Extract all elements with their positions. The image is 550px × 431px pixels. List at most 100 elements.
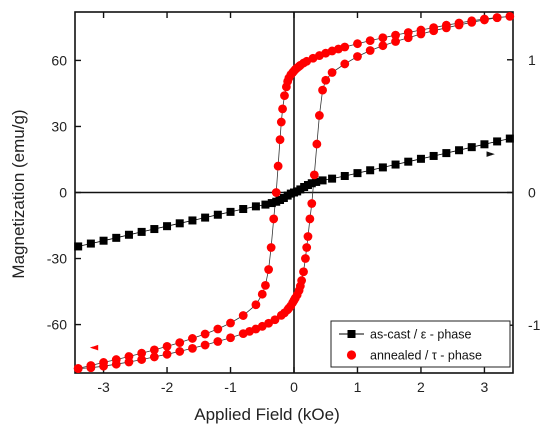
data-point-annealed [391,37,400,46]
data-point-ascast [429,151,438,160]
data-point-annealed [137,355,147,364]
data-point-annealed [124,357,134,367]
data-point-annealed [429,26,439,36]
data-point-annealed [73,364,83,373]
data-point-annealed [188,343,197,353]
data-point-annealed [340,59,350,69]
data-point-annealed [353,39,362,49]
data-point-ascast [340,171,349,180]
data-point-annealed [278,104,287,114]
data-point-annealed [403,33,413,43]
data-point-ascast [112,233,121,242]
x-tick-label: -3 [97,379,110,395]
data-point-ascast [328,174,337,183]
data-point-ascast [267,199,276,208]
legend-label-ascast: as-cast / ε - phase [370,328,471,342]
data-point-annealed [226,318,235,328]
data-point-annealed [441,23,451,33]
data-point-annealed [149,345,159,355]
data-point-annealed [257,289,267,299]
data-point-annealed [492,13,502,23]
data-point-annealed [321,75,331,85]
data-point-annealed [269,214,279,224]
data-point-annealed [318,85,327,95]
data-point-annealed [454,20,464,30]
data-point-annealed [226,333,235,343]
data-point-annealed [309,170,319,180]
data-point-ascast [175,219,184,228]
data-point-ascast [226,207,235,216]
data-point-annealed [327,68,337,77]
data-point-ascast [188,216,197,225]
data-point-ascast [312,177,321,186]
data-point-annealed [340,42,350,52]
data-point-annealed [264,265,274,274]
legend-marker-annealed [346,350,357,360]
x-tick-label: -1 [224,379,237,395]
data-point-annealed [111,359,121,369]
data-point-annealed [353,52,362,61]
data-point-annealed [175,347,185,356]
data-point-annealed [391,30,400,40]
data-point-ascast [213,210,222,219]
data-point-ascast [137,227,146,236]
data-point-ascast [493,137,502,146]
y-axis-title: Magnetization (emu/g) [9,109,28,278]
data-point-ascast [391,160,400,169]
data-point-annealed [162,341,172,351]
data-point-annealed [149,352,159,362]
y2-tick-label: 0 [528,185,536,201]
x-tick-label: 0 [290,379,298,395]
data-point-annealed [175,338,185,348]
data-point-annealed [238,311,248,320]
data-point-ascast [261,200,270,209]
data-point-ascast [442,149,451,158]
data-point-annealed [365,36,375,46]
data-point-annealed [213,324,223,334]
y-ticks: -60 -30 0 30 60 [47,52,81,333]
y-tick-label: 30 [51,118,67,134]
data-point-annealed [301,254,310,263]
data-point-annealed [302,243,312,252]
legend-marker-ascast [347,330,356,338]
x-tick-label: 1 [354,379,362,395]
data-point-annealed [365,46,375,55]
data-point-annealed [162,349,172,359]
data-point-annealed [273,161,283,171]
data-point-ascast [307,179,316,188]
data-point-ascast [239,205,248,214]
data-point-annealed [280,91,289,101]
data-point-ascast [201,213,210,222]
legend: as-cast / ε - phase annealed / τ - phase [330,320,511,368]
data-point-annealed [299,267,308,277]
data-point-annealed [271,188,281,197]
y2-tick-label: -1 [528,317,541,333]
y-tick-label: 60 [51,52,67,68]
data-point-annealed [378,41,388,51]
annotations: ◄► [90,147,496,354]
x-tick-label: 3 [481,379,489,395]
data-point-ascast [251,202,260,211]
legend-label-annealed: annealed / τ - phase [370,349,482,363]
data-point-ascast [99,236,108,245]
data-point-annealed [467,17,477,27]
y-tick-label: -60 [47,317,67,333]
data-point-ascast [505,134,514,143]
series-points [73,12,515,373]
data-point-annealed [312,139,322,149]
data-point-annealed [188,334,197,343]
data-point-annealed [314,111,324,120]
data-point-ascast [163,222,172,231]
data-point-annealed [200,329,210,339]
data-point-annealed [480,15,489,25]
data-point-ascast [416,154,425,163]
data-point-ascast [124,230,133,239]
data-point-annealed [276,117,286,127]
data-point-ascast [353,169,362,178]
data-point-annealed [305,214,315,224]
data-point-annealed [213,337,223,346]
data-point-ascast [86,239,95,248]
data-point-annealed [200,340,210,350]
y-tick-label: -30 [47,251,67,267]
